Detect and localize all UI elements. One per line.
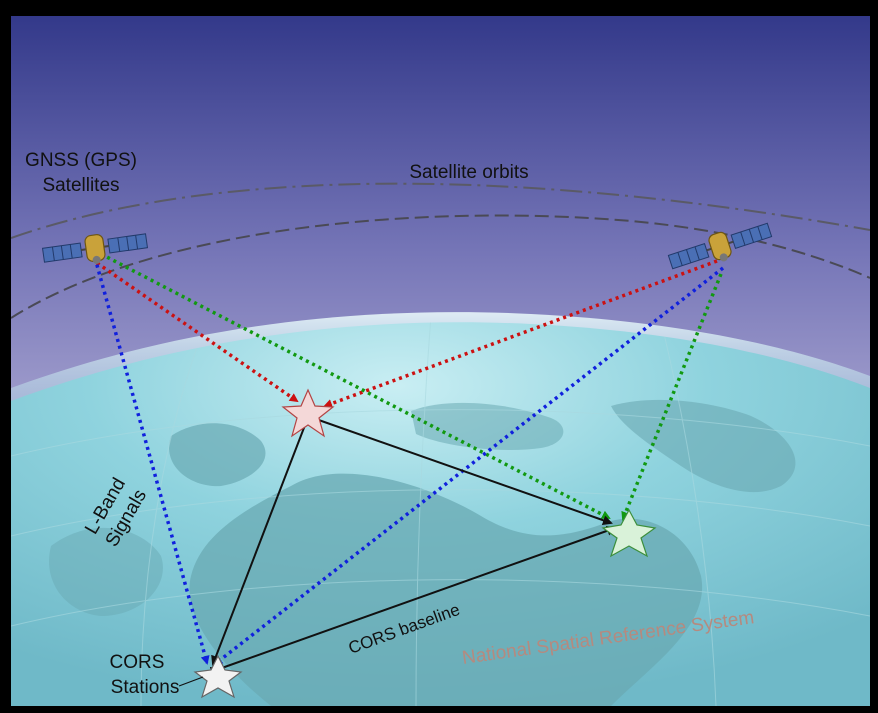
signal-red-left <box>96 261 299 403</box>
satellites-label-line1: GNSS (GPS) <box>25 150 137 171</box>
satellite-icon <box>41 233 149 264</box>
baseline-north <box>303 410 613 526</box>
baseline-south <box>209 525 617 677</box>
signal-green-right <box>621 273 723 521</box>
cors-diagram: National Spatial Reference System <box>11 16 870 706</box>
outer-orbit <box>11 182 870 239</box>
satellite-icon <box>667 222 773 270</box>
diagram-scene: National Spatial Reference System <box>11 16 870 706</box>
satellites-label-line2: Satellites <box>42 175 119 196</box>
star-icon <box>601 508 657 558</box>
stations-label-line2: Stations <box>111 677 180 698</box>
cors-baselines <box>209 410 617 677</box>
stations-label-line1: CORS <box>110 652 165 673</box>
stations-pointer <box>178 676 204 687</box>
inner-orbit <box>11 214 870 319</box>
star-icon <box>193 654 243 699</box>
star-icon <box>281 388 335 438</box>
orbits-label: Satellite orbits <box>409 162 528 183</box>
landmass-east <box>611 399 796 493</box>
landmass-west <box>49 527 163 616</box>
signal-blue-left <box>93 257 210 665</box>
